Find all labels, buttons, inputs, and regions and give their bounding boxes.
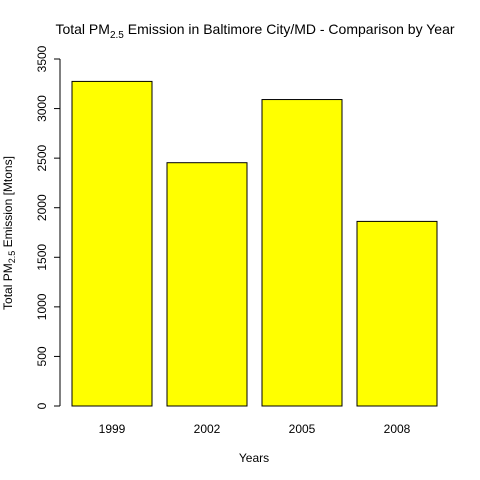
y-axis-label: Total PM2.5 Emission [Mtons]: [1, 156, 17, 310]
y-axis-label-rest: Emission [Mtons]: [1, 156, 15, 251]
y-tick-label-3500: 3500: [35, 45, 49, 72]
y-axis-label-subscript: 2.5: [7, 251, 17, 264]
y-tick-label-2500: 2500: [35, 144, 49, 171]
y-axis-label-main: Total PM: [1, 263, 15, 310]
chart-title-rest: Emission in Baltimore City/MD - Comparis…: [124, 21, 455, 37]
y-tick-label-0: 0: [35, 402, 49, 409]
y-tick-label-3000: 3000: [35, 95, 49, 122]
bar-2008: [356, 220, 438, 407]
y-tick-label-1000: 1000: [35, 293, 49, 320]
x-tick-label-2008: 2008: [384, 422, 411, 436]
y-tick-label-2000: 2000: [35, 194, 49, 221]
y-axis: 0 500 1000 1500 2000 2500 3000 3500: [35, 45, 61, 409]
bars-group: [71, 80, 438, 407]
y-tick-label-500: 500: [35, 346, 49, 366]
y-tick-label-1500: 1500: [35, 244, 49, 271]
x-axis-tick-labels: 1999 2002 2005 2008: [99, 422, 411, 436]
x-axis-label: Years: [239, 451, 269, 465]
x-tick-label-2002: 2002: [194, 422, 221, 436]
bar-2002: [166, 162, 248, 407]
bar-1999: [71, 80, 153, 407]
x-tick-label-2005: 2005: [289, 422, 316, 436]
chart-title-subscript: 2.5: [110, 30, 124, 41]
bar-2005: [261, 99, 343, 407]
x-tick-label-1999: 1999: [99, 422, 126, 436]
chart-title-main: Total PM: [55, 21, 109, 37]
chart-title: Total PM2.5 Emission in Baltimore City/M…: [55, 21, 454, 41]
